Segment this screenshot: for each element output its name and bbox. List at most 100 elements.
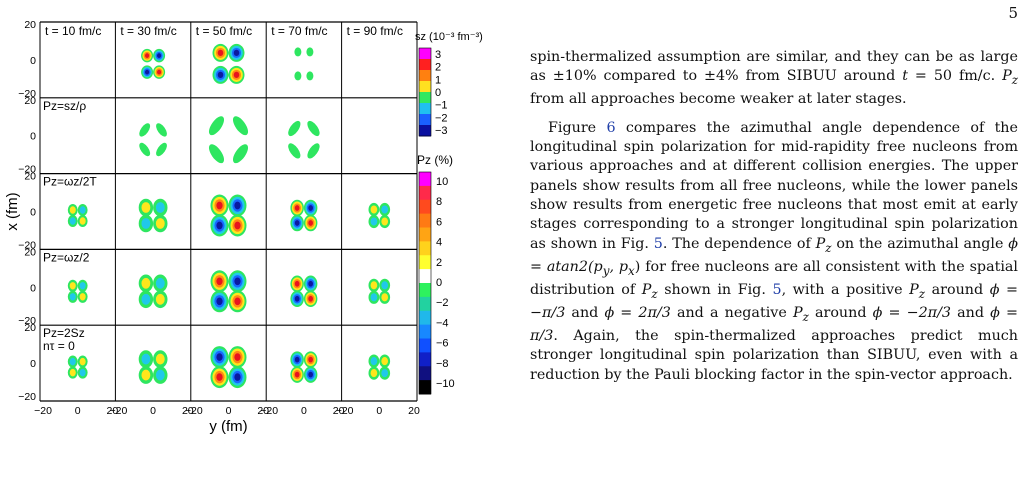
panel-r3-c2 (190, 249, 267, 326)
panel-bg (266, 97, 342, 174)
density-lobe (294, 371, 300, 378)
density-lobe (217, 71, 224, 79)
pz-colorbar-band (419, 227, 431, 242)
x-tick-label: 20 (107, 405, 119, 417)
figure-5-link[interactable]: 5 (653, 235, 663, 252)
pz-colorbar-band (419, 366, 431, 381)
density-lobe (216, 373, 223, 381)
panel-r0-c0 (40, 22, 116, 98)
paragraph-1: spin-thermalized assumption are similar,… (530, 49, 1018, 108)
density-lobe (69, 293, 76, 301)
panel-r0-c1 (115, 22, 191, 98)
pz-colorbar-tick: 8 (436, 196, 442, 208)
panel-r2-c2 (190, 173, 267, 250)
panel-r0-c4 (341, 22, 417, 98)
panel-bg (266, 22, 342, 98)
density-lobe (234, 201, 241, 210)
density-lobe (145, 69, 150, 75)
y-tick-label: −20 (18, 391, 36, 403)
y-tick-label: 20 (24, 95, 36, 107)
density-lobe (308, 295, 313, 302)
density-lobe (216, 277, 223, 286)
density-lobe (306, 71, 314, 81)
panel-r1-c4 (341, 97, 417, 174)
x-tick-label: 0 (150, 405, 156, 417)
figure-6-link[interactable]: 6 (606, 119, 616, 136)
density-lobe (69, 282, 76, 290)
sz-colorbar-frame (418, 47, 432, 137)
density-lobe (69, 357, 76, 366)
panel-r2-c4 (341, 173, 417, 250)
time-label: t = 90 fm/c (347, 24, 403, 38)
y-tick-label: 20 (24, 322, 36, 334)
sz-colorbar-band (419, 81, 431, 93)
panel-r3-c1 (115, 249, 191, 326)
density-lobe (234, 277, 241, 286)
y-tick-label: 0 (30, 131, 36, 143)
pz-colorbar-tick: −10 (436, 378, 455, 390)
density-lobe (308, 280, 313, 287)
panel-bg (341, 249, 417, 326)
density-lobe (370, 217, 378, 226)
polarization-lobe (208, 116, 225, 136)
row-label-extra: nτ = 0 (43, 339, 75, 353)
density-lobe (381, 205, 389, 214)
x-tick-label: −20 (34, 405, 52, 417)
panel-r2-c0 (40, 173, 116, 250)
density-lobe (155, 293, 165, 305)
panel-r3-c4 (341, 249, 417, 326)
density-lobe (294, 295, 300, 302)
density-lobe (308, 205, 313, 211)
density-lobe (370, 369, 378, 378)
polarization-lobe (139, 142, 151, 157)
figure-svg: t = 10 fm/c t = 30 fm/c t = 50 fm/c t = 70 … (4, 19, 483, 435)
density-lobe (294, 220, 300, 226)
density-lobe (381, 293, 389, 302)
panel-r1-c2 (190, 97, 267, 174)
pz-colorbar-band (419, 324, 431, 339)
density-lobe (141, 202, 151, 213)
sz-colorbar-band (419, 114, 431, 126)
polarization-lobe (232, 116, 249, 136)
pz-colorbar-band (419, 310, 431, 326)
density-lobe (145, 53, 150, 58)
density-lobe (234, 353, 241, 361)
panel-r3-c0 (40, 249, 116, 326)
sz-colorbar-tick: 0 (435, 87, 441, 99)
pz-colorbar-band (419, 338, 431, 353)
density-lobe (216, 201, 223, 210)
x-axis-label: y (fm) (209, 418, 247, 435)
density-lobe (69, 206, 76, 214)
y-tick-label: −20 (18, 315, 36, 327)
pz-colorbar-tick: 2 (436, 257, 442, 269)
panel-bg (341, 97, 417, 174)
x-tick-label: 0 (75, 405, 81, 417)
panel-bg (115, 97, 191, 174)
y-axis-label: x (fm) (4, 192, 21, 230)
density-lobe (79, 282, 86, 290)
density-lobe (157, 69, 162, 75)
panel-bg (190, 22, 267, 98)
density-lobe (79, 206, 86, 214)
figure-5-link-2[interactable]: 5 (772, 281, 782, 298)
density-lobe (216, 221, 223, 230)
row-label: Pz=sz/ρ (43, 99, 86, 113)
panel-bg (115, 325, 191, 401)
polarization-lobe (307, 120, 320, 137)
y-tick-label: 20 (24, 171, 36, 183)
pz-colorbar-tick: 4 (436, 237, 442, 249)
sz-colorbar-band (419, 103, 431, 115)
panel-bg (40, 97, 116, 174)
x-tick-label: 20 (333, 405, 345, 417)
pz-colorbar-band (419, 172, 431, 187)
panel-r0-c3 (266, 22, 342, 98)
density-lobe (308, 220, 313, 226)
panel-bg (190, 97, 267, 174)
polarization-lobe (232, 144, 249, 164)
row-label: Pz=2Sz (43, 326, 85, 340)
panel-r1-c3 (266, 97, 342, 174)
density-lobe (370, 357, 378, 366)
y-tick-label: −20 (18, 88, 36, 100)
density-lobe (294, 205, 300, 211)
density-lobe (381, 369, 389, 378)
